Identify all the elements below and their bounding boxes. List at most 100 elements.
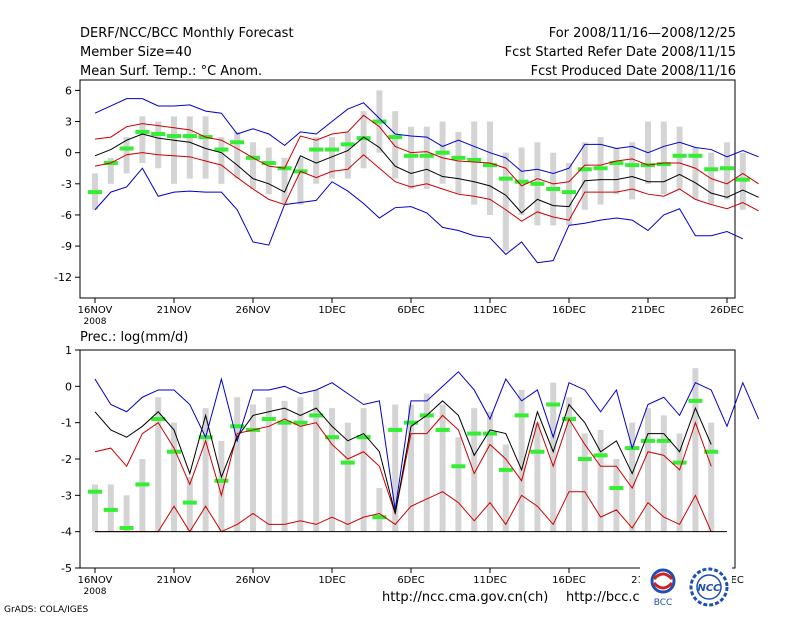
ensemble-box — [155, 121, 162, 169]
grads-credit: GrADS: COLA/IGES — [4, 605, 89, 615]
ensemble-box — [676, 433, 683, 532]
ensemble-mean-marker — [325, 435, 339, 440]
ensemble-box — [534, 422, 541, 532]
x-year-label: 2008 — [84, 317, 107, 327]
ensemble-box — [360, 408, 367, 532]
ensemble-box — [613, 147, 620, 195]
ensemble-box — [581, 433, 588, 532]
ensemble-box — [297, 157, 304, 205]
y-tick-label: 0 — [65, 380, 72, 393]
ensemble-box — [250, 404, 256, 532]
ensemble-mean-marker — [593, 166, 608, 171]
y-tick-label: 3 — [65, 116, 72, 129]
ensemble-mean-marker — [656, 438, 671, 443]
x-tick-label: 1DEC — [318, 575, 345, 586]
ensemble-mean-marker — [656, 162, 671, 167]
member-size: Member Size=40 — [80, 45, 192, 60]
ensemble-mean-marker — [672, 460, 687, 465]
y-tick-label: 6 — [65, 84, 72, 97]
ensemble-box — [92, 484, 98, 532]
ensemble-mean-marker — [261, 161, 276, 166]
ensemble-mean-marker — [625, 163, 640, 168]
ensemble-mean-marker — [309, 147, 324, 152]
ensemble-mean-marker — [119, 146, 134, 151]
ensemble-mean-marker — [609, 486, 624, 491]
red-lower-line — [95, 491, 712, 533]
ensemble-mean-marker — [230, 140, 245, 145]
ensemble-mean-marker — [514, 413, 529, 418]
ensemble-box — [344, 131, 351, 179]
ensemble-box — [139, 116, 146, 164]
y-tick-label: -3 — [61, 178, 72, 191]
ensemble-box — [645, 408, 651, 532]
x-tick-label: 26NOV — [236, 575, 271, 586]
ensemble-box — [265, 147, 272, 195]
ensemble-box — [392, 404, 399, 532]
ensemble-mean-marker — [546, 402, 561, 407]
url-bcc[interactable]: http://bcc.c — [566, 590, 640, 605]
y-tick-label: 0 — [65, 147, 72, 160]
ensemble-mean-marker — [88, 190, 102, 195]
black-mean-line — [94, 133, 759, 214]
y-tick-label: -6 — [61, 209, 72, 222]
ensemble-mean-marker — [641, 438, 655, 443]
ensemble-box — [423, 126, 430, 189]
ensemble-box — [597, 429, 604, 532]
ensemble-mean-marker — [688, 153, 703, 158]
produced-date: Fcst Produced Date 2008/11/16 — [530, 64, 736, 79]
ncc-logo-text: NCC — [697, 583, 721, 594]
ensemble-mean-marker — [277, 420, 292, 425]
ensemble-mean-marker — [404, 420, 418, 425]
ensemble-mean-marker — [182, 500, 197, 505]
ensemble-box — [455, 437, 462, 532]
ensemble-mean-marker — [214, 478, 229, 483]
ensemble-box — [613, 459, 620, 532]
ensemble-mean-marker — [261, 417, 276, 422]
ensemble-box — [281, 157, 288, 205]
panel-2: -5 -4 -3 -2 -1 0 1 16NOV 21NOV 26NOV 1DEC 6DEC 11DEC… — [61, 344, 760, 597]
ensemble-box — [171, 116, 177, 184]
red-lower-line — [94, 152, 759, 222]
red-upper-line — [94, 114, 759, 187]
blue-upper-line — [94, 371, 760, 510]
ensemble-mean-marker — [514, 179, 529, 184]
ensemble-mean-marker — [498, 176, 513, 181]
ensemble-mean-marker — [356, 435, 371, 440]
ensemble-mean-marker — [483, 163, 497, 168]
x-year-label: 2008 — [84, 587, 107, 597]
started-date: Fcst Started Refer Date 2008/11/15 — [504, 45, 736, 60]
ensemble-box — [597, 137, 604, 205]
ensemble-box — [708, 422, 715, 532]
ensemble-box — [202, 408, 209, 532]
ensemble-box — [550, 382, 557, 532]
ensemble-mean-marker — [546, 187, 561, 191]
ensemble-mean-marker — [404, 153, 418, 158]
ensemble-mean-marker — [483, 431, 497, 436]
x-tick-label: 21NOV — [157, 575, 192, 586]
ensemble-mean-marker — [167, 134, 181, 139]
header-left: DERF/NCC/BCC Monthly Forecast Member Siz… — [80, 25, 294, 82]
url-ncc[interactable]: http://ncc.cma.gov.cn(ch) — [382, 590, 549, 605]
ensemble-box — [692, 368, 699, 532]
ensemble-mean-marker — [451, 464, 466, 469]
ensemble-mean-marker — [388, 135, 403, 140]
ensemble-mean-marker — [577, 457, 592, 461]
ensemble-mean-marker — [467, 157, 482, 162]
ensemble-box — [281, 400, 288, 532]
ensemble-box — [724, 142, 730, 200]
ensemble-mean-marker — [609, 161, 624, 166]
ensemble-mean-marker — [372, 119, 387, 124]
ensemble-mean-marker — [388, 427, 403, 432]
panel-frame — [79, 79, 736, 299]
ensemble-box — [581, 142, 588, 210]
ensemble-box — [250, 142, 256, 189]
ensemble-box — [518, 389, 525, 532]
ensemble-mean-marker — [103, 507, 118, 512]
x-tick-label: 6DEC — [397, 305, 424, 316]
y-tick-label: 1 — [65, 344, 72, 357]
blue-upper-line — [94, 98, 759, 174]
y-tick-label: -9 — [61, 240, 72, 253]
ensemble-box — [423, 393, 430, 532]
ensemble-box — [629, 422, 636, 532]
variable-label: Mean Surf. Temp.: °C Anom. — [80, 64, 263, 79]
